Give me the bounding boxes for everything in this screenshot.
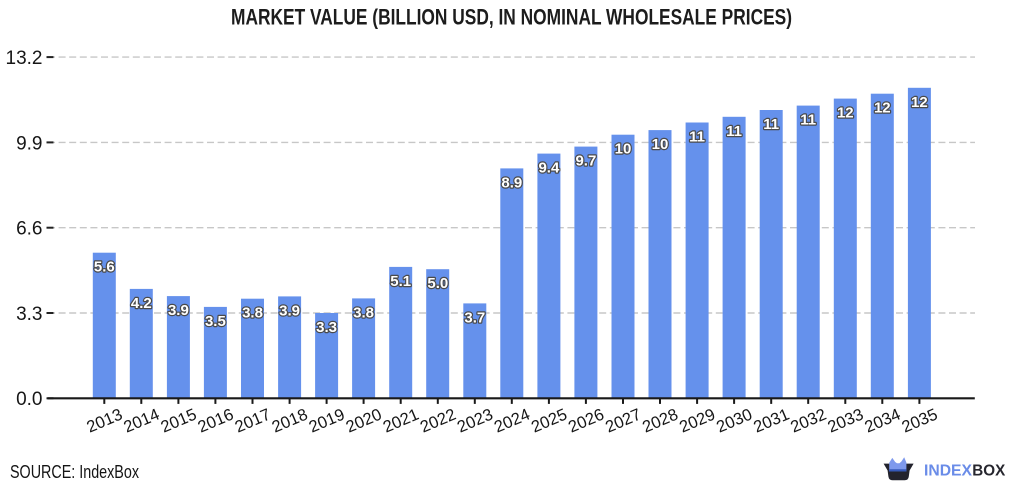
svg-text:5.6: 5.6 xyxy=(94,259,115,276)
svg-text:4.2: 4.2 xyxy=(131,295,152,312)
svg-text:5.1: 5.1 xyxy=(390,273,411,290)
svg-text:12: 12 xyxy=(837,105,854,122)
svg-text:12: 12 xyxy=(874,100,891,117)
svg-text:INDEX: INDEX xyxy=(924,463,972,480)
svg-text:3.8: 3.8 xyxy=(353,304,374,321)
svg-text:3.5: 3.5 xyxy=(205,313,226,330)
svg-text:3.9: 3.9 xyxy=(279,302,300,319)
svg-text:8.9: 8.9 xyxy=(501,174,522,191)
svg-text:SOURCE: IndexBox: SOURCE: IndexBox xyxy=(10,462,139,482)
svg-text:13.2: 13.2 xyxy=(6,48,43,69)
svg-text:5.0: 5.0 xyxy=(427,275,448,292)
svg-text:0.0: 0.0 xyxy=(16,389,42,410)
svg-text:MARKET VALUE (BILLION USD, IN: MARKET VALUE (BILLION USD, IN NOMINAL WH… xyxy=(231,5,792,30)
svg-text:3.3: 3.3 xyxy=(16,304,42,325)
svg-text:3.9: 3.9 xyxy=(168,302,189,319)
svg-text:3.3: 3.3 xyxy=(316,319,337,336)
svg-text:11: 11 xyxy=(726,123,742,140)
svg-text:9.9: 9.9 xyxy=(16,133,42,154)
svg-text:9.4: 9.4 xyxy=(538,160,560,177)
svg-text:3.8: 3.8 xyxy=(242,305,263,322)
svg-text:11: 11 xyxy=(763,116,779,133)
svg-text:BOX: BOX xyxy=(972,463,1005,480)
svg-text:10: 10 xyxy=(652,136,669,153)
svg-text:10: 10 xyxy=(615,141,632,158)
svg-text:11: 11 xyxy=(689,129,705,146)
svg-text:11: 11 xyxy=(800,112,816,129)
svg-text:9.7: 9.7 xyxy=(575,153,596,170)
svg-text:6.6: 6.6 xyxy=(16,219,42,240)
svg-text:12: 12 xyxy=(911,94,928,111)
svg-text:3.7: 3.7 xyxy=(464,309,485,326)
